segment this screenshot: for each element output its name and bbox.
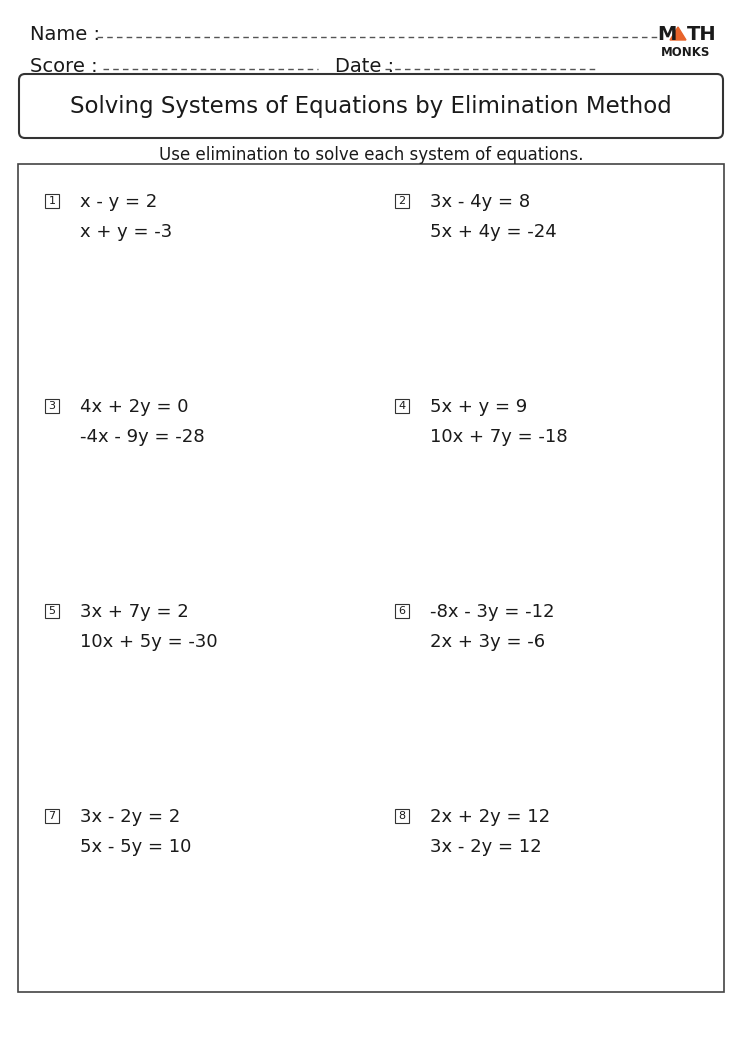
- Text: 1: 1: [48, 196, 56, 206]
- Text: x + y = -3: x + y = -3: [80, 223, 172, 242]
- Text: M: M: [657, 24, 677, 43]
- Text: 5: 5: [48, 606, 56, 616]
- Text: -4x - 9y = -28: -4x - 9y = -28: [80, 428, 205, 446]
- Text: 4x + 2y = 0: 4x + 2y = 0: [80, 398, 188, 416]
- FancyBboxPatch shape: [395, 604, 409, 618]
- Text: -8x - 3y = -12: -8x - 3y = -12: [430, 603, 554, 621]
- Text: 3x - 4y = 8: 3x - 4y = 8: [430, 193, 530, 211]
- Text: Solving Systems of Equations by Elimination Method: Solving Systems of Equations by Eliminat…: [70, 94, 672, 118]
- FancyBboxPatch shape: [19, 74, 723, 138]
- Text: TH: TH: [687, 24, 717, 43]
- Text: 2x + 3y = -6: 2x + 3y = -6: [430, 633, 545, 651]
- Text: MONKS: MONKS: [661, 45, 710, 59]
- Text: 3x - 2y = 12: 3x - 2y = 12: [430, 838, 542, 856]
- FancyBboxPatch shape: [45, 604, 59, 618]
- FancyBboxPatch shape: [45, 399, 59, 413]
- Text: 3: 3: [48, 401, 56, 411]
- Text: 5x + 4y = -24: 5x + 4y = -24: [430, 223, 556, 242]
- Text: Name :: Name :: [30, 25, 100, 44]
- FancyBboxPatch shape: [45, 808, 59, 823]
- Text: Date :: Date :: [335, 58, 394, 77]
- FancyBboxPatch shape: [45, 194, 59, 208]
- Text: Use elimination to solve each system of equations.: Use elimination to solve each system of …: [159, 146, 583, 164]
- FancyBboxPatch shape: [395, 194, 409, 208]
- FancyBboxPatch shape: [395, 399, 409, 413]
- Polygon shape: [670, 27, 686, 40]
- Text: 2: 2: [398, 196, 406, 206]
- Text: 5x - 5y = 10: 5x - 5y = 10: [80, 838, 191, 856]
- Text: 7: 7: [48, 811, 56, 821]
- Text: 8: 8: [398, 811, 406, 821]
- Text: x - y = 2: x - y = 2: [80, 193, 157, 211]
- FancyBboxPatch shape: [18, 164, 724, 992]
- Text: 3x - 2y = 2: 3x - 2y = 2: [80, 808, 180, 826]
- Text: 4: 4: [398, 401, 406, 411]
- FancyBboxPatch shape: [395, 808, 409, 823]
- Text: 5x + y = 9: 5x + y = 9: [430, 398, 528, 416]
- Text: Score :: Score :: [30, 58, 98, 77]
- Text: 3x + 7y = 2: 3x + 7y = 2: [80, 603, 188, 621]
- Text: 10x + 5y = -30: 10x + 5y = -30: [80, 633, 217, 651]
- Text: 6: 6: [398, 606, 405, 616]
- Text: 10x + 7y = -18: 10x + 7y = -18: [430, 428, 568, 446]
- Text: 2x + 2y = 12: 2x + 2y = 12: [430, 808, 550, 826]
